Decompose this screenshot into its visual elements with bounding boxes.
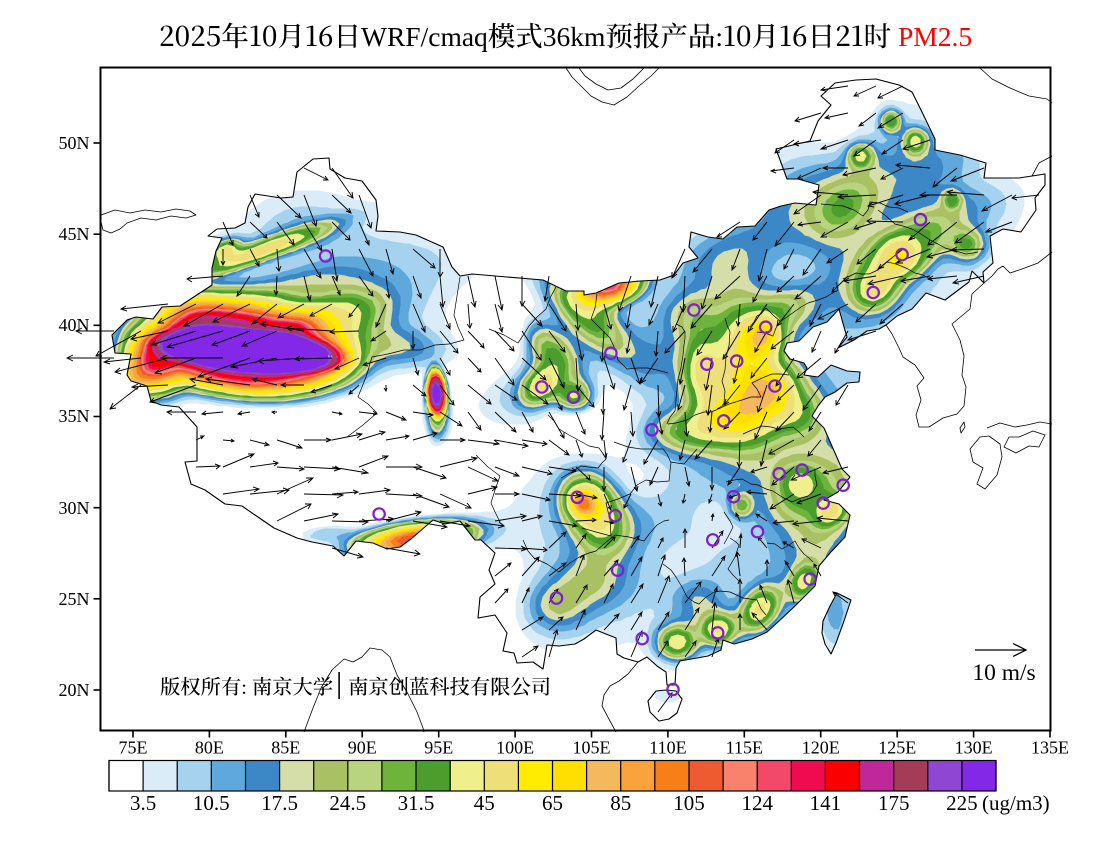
svg-text::: : [241, 677, 247, 699]
svg-text:95E: 95E [424, 738, 453, 758]
svg-text:20N: 20N [59, 680, 90, 700]
svg-text:115E: 115E [726, 738, 763, 758]
svg-text:135E: 135E [1031, 738, 1069, 758]
svg-text::: : [715, 21, 723, 52]
svg-text:105: 105 [673, 791, 705, 815]
svg-text:WRF/cmaq: WRF/cmaq [361, 21, 488, 52]
svg-text:105E: 105E [573, 738, 611, 758]
svg-text:40N: 40N [59, 315, 90, 335]
svg-text:17.5: 17.5 [261, 791, 298, 815]
svg-text:124: 124 [741, 791, 773, 815]
svg-text:225: 225 [946, 791, 978, 815]
svg-text:36km: 36km [543, 21, 606, 52]
svg-text:24.5: 24.5 [329, 791, 366, 815]
svg-text:75E: 75E [119, 738, 148, 758]
svg-text:25N: 25N [59, 589, 90, 609]
svg-text:45: 45 [474, 791, 495, 815]
svg-text:90E: 90E [348, 738, 377, 758]
svg-text:85E: 85E [271, 738, 300, 758]
svg-text:30N: 30N [59, 498, 90, 518]
svg-text:65: 65 [542, 791, 563, 815]
svg-text:130E: 130E [955, 738, 993, 758]
svg-text:3.5: 3.5 [130, 791, 156, 815]
svg-text:175: 175 [878, 791, 910, 815]
svg-text:120E: 120E [802, 738, 840, 758]
svg-text:10.5: 10.5 [193, 791, 230, 815]
svg-text:85: 85 [610, 791, 631, 815]
svg-text:35N: 35N [59, 406, 90, 426]
svg-text:141: 141 [810, 791, 842, 815]
svg-text:10 m/s: 10 m/s [972, 660, 1035, 686]
svg-text:(ug/m3): (ug/m3) [982, 791, 1050, 815]
svg-text:125E: 125E [878, 738, 916, 758]
svg-text:80E: 80E [195, 738, 224, 758]
svg-text:31.5: 31.5 [398, 791, 435, 815]
svg-text:50N: 50N [59, 133, 90, 153]
svg-text:110E: 110E [649, 738, 686, 758]
svg-text:100E: 100E [496, 738, 534, 758]
svg-text:45N: 45N [59, 224, 90, 244]
svg-text:PM2.5: PM2.5 [898, 21, 972, 52]
